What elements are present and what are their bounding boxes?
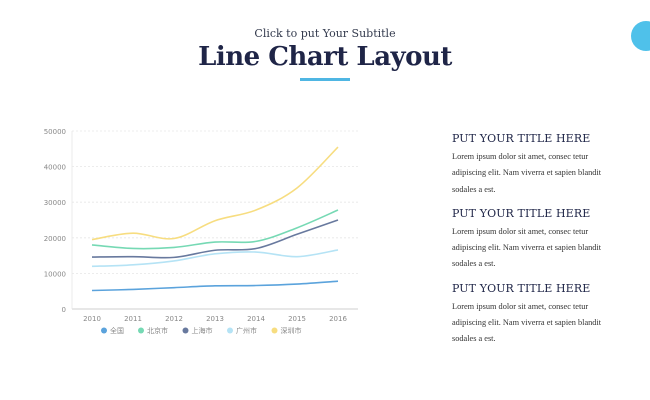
x-tick-label: 2012 — [165, 315, 183, 323]
body-line: adipiscing elit. Nam viverra et sapien b… — [452, 318, 602, 328]
legend-marker — [227, 327, 233, 334]
body-line: sodales a est. — [452, 334, 496, 344]
body-line: adipiscing elit. Nam viverra et sapien b… — [452, 243, 602, 253]
series-line — [91, 146, 339, 241]
x-tick-label: 2016 — [329, 315, 347, 323]
text-block: PUT YOUR TITLE HERE Lorem ipsum dolor si… — [452, 282, 632, 348]
legend-label: 广州市 — [236, 326, 257, 335]
legend-label: 深圳市 — [281, 326, 302, 335]
text-block: PUT YOUR TITLE HERE Lorem ipsum dolor si… — [452, 207, 632, 273]
y-tick-label: 30000 — [44, 199, 66, 207]
body-line: sodales a est. — [452, 259, 496, 269]
block-title: PUT YOUR TITLE HERE — [452, 132, 591, 145]
text-panel: PUT YOUR TITLE HERE Lorem ipsum dolor si… — [452, 132, 632, 357]
legend-label: 北京市 — [147, 326, 168, 335]
legend-marker — [138, 327, 144, 334]
x-tick-label: 2015 — [288, 315, 306, 323]
block-body: Lorem ipsum dolor sit amet, consec tetur… — [452, 224, 632, 273]
block-body: Lorem ipsum dolor sit amet, consec tetur… — [452, 299, 632, 348]
page-subtitle: Click to put Your Subtitle — [254, 27, 396, 40]
legend-label: 全国 — [110, 326, 124, 335]
text-block: PUT YOUR TITLE HERE Lorem ipsum dolor si… — [452, 132, 632, 198]
legend-label: 上海市 — [192, 326, 213, 335]
y-tick-label: 10000 — [44, 270, 66, 278]
y-tick-label: 50000 — [44, 128, 66, 136]
title-underline — [300, 78, 350, 81]
y-tick-label: 20000 — [44, 235, 66, 243]
block-title: PUT YOUR TITLE HERE — [452, 281, 591, 295]
decorative-circle — [631, 21, 650, 51]
page-title: Line Chart Layout — [198, 42, 452, 72]
x-tick-label: 2011 — [124, 315, 142, 323]
y-tick-label: 40000 — [44, 164, 66, 172]
y-tick-label: 0 — [62, 306, 66, 314]
legend-marker — [271, 327, 278, 334]
series-line — [91, 280, 339, 292]
block-body: Lorem ipsum dolor sit amet, consec tetur… — [452, 149, 632, 198]
series-line — [91, 249, 339, 268]
legend-marker — [101, 327, 107, 334]
block-title: PUT YOUR TITLE HERE — [452, 206, 591, 220]
series-line — [91, 219, 339, 259]
body-line: sodales a est. — [452, 184, 496, 194]
body-line: Lorem ipsum dolor sit amet, consec tetur — [452, 301, 589, 311]
body-line: Lorem ipsum dolor sit amet, consec tetur — [452, 152, 589, 161]
legend-marker — [182, 327, 189, 334]
x-tick-label: 2013 — [206, 315, 224, 323]
line-chart: 0 10000 20000 30000 40000 50000 2010 2011 2012 20… — [44, 128, 358, 335]
x-tick-label: 2010 — [83, 315, 101, 323]
x-tick-label: 2014 — [247, 315, 265, 323]
body-line: Lorem ipsum dolor sit amet, consec tetur — [452, 226, 589, 236]
body-line: adipiscing elit. Nam viverra et sapien b… — [452, 168, 602, 178]
series-line — [91, 209, 339, 250]
